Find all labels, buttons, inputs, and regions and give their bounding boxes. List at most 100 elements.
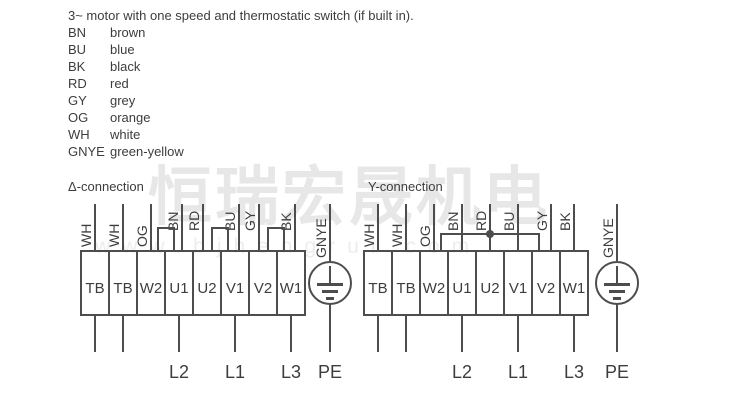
wye-terminal-tb2: TB [391, 250, 421, 316]
legend-row: BK black [68, 59, 140, 74]
legend-row: WH white [68, 127, 140, 142]
legend-name: black [110, 59, 141, 74]
legend-row: GNYE green-yellow [68, 144, 184, 159]
delta-terminal-tb1: TB [80, 250, 110, 316]
delta-wire-wh2 [122, 204, 124, 250]
wye-wire-label: OG [417, 225, 433, 247]
legend-code: BN [68, 25, 87, 40]
delta-bottom-wire-u1 [178, 316, 180, 352]
delta-wire-label: RD [186, 210, 202, 231]
wye-wire-bn [461, 204, 463, 250]
delta-terminal-v1: V1 [220, 250, 250, 316]
delta-pe-wire [329, 304, 331, 352]
legend-code: OG [68, 110, 89, 125]
delta-bridge-u2-v1 [211, 227, 229, 250]
wye-terminal-w1: W1 [559, 250, 589, 316]
delta-earth-wire-label: GNYE [313, 218, 329, 258]
delta-heading: Δ-connection [68, 179, 144, 194]
wye-earth-wire-label: GNYE [600, 218, 616, 258]
wye-junction-dot [486, 230, 494, 238]
delta-pe-label: PE [317, 362, 342, 382]
wye-wire-label: BU [501, 211, 517, 231]
wye-wire-bk [573, 204, 575, 250]
legend-name: orange [110, 110, 151, 125]
delta-bridge-w2-u1 [157, 227, 175, 250]
wye-wire-label: WH [361, 223, 377, 247]
wye-bottom-wire-v1 [517, 316, 519, 352]
wye-wire-wh1 [377, 204, 379, 250]
delta-wire-label: OG [134, 225, 150, 247]
watermark-large: 恒瑞宏晟机电 [148, 161, 550, 233]
legend-name: green-yellow [110, 144, 184, 159]
delta-wire-gy [258, 204, 260, 250]
delta-earth-bar [326, 297, 334, 300]
wye-bottom-wire-w1 [573, 316, 575, 352]
legend-row: BU blue [68, 42, 135, 57]
legend-code: RD [68, 76, 87, 91]
wye-wire-label: WH [389, 223, 405, 247]
delta-wire-og [150, 204, 152, 250]
wye-wire-bu [517, 204, 519, 250]
wye-wire-gy [550, 204, 552, 250]
wye-wire-label: BN [445, 211, 461, 231]
delta-earth-bar [322, 290, 338, 293]
wye-earth-stem [616, 266, 618, 283]
delta-terminal-w1: W1 [276, 250, 306, 316]
page-title: 3~ motor with one speed and thermostatic… [68, 8, 414, 23]
legend-name: brown [110, 25, 146, 40]
delta-earth-wire [329, 204, 331, 261]
legend-code: GNYE [68, 144, 105, 159]
delta-mains-l1: L1 [224, 362, 246, 382]
wye-terminal-v1: V1 [503, 250, 533, 316]
legend-code: WH [68, 127, 90, 142]
watermark-small: www.bjhengrui.com [95, 235, 482, 258]
wye-earth-bar [609, 290, 625, 293]
legend-code: GY [68, 93, 87, 108]
wye-earth-bar [604, 283, 630, 286]
wye-terminal-w2: W2 [419, 250, 449, 316]
legend-name: grey [110, 93, 136, 108]
delta-wire-label: WH [106, 223, 122, 247]
wye-bottom-wire-u1 [461, 316, 463, 352]
delta-wire-label: GY [242, 210, 258, 231]
wye-mains-l1: L1 [507, 362, 529, 382]
delta-wire-wh1 [94, 204, 96, 250]
wye-terminal-v2: V2 [531, 250, 561, 316]
legend-row: OG orange [68, 110, 150, 125]
wye-earth-wire [616, 204, 618, 261]
legend-code: BU [68, 42, 87, 57]
delta-wire-label: WH [78, 223, 94, 247]
wye-mains-l2: L2 [451, 362, 473, 382]
delta-wire-rd [202, 204, 204, 250]
wye-wire-label: RD [473, 210, 489, 231]
wye-earth-bar [613, 297, 621, 300]
delta-wire-bk [294, 204, 296, 250]
delta-earth-stem [329, 266, 331, 283]
delta-mains-l3: L3 [280, 362, 302, 382]
legend-name: blue [110, 42, 135, 57]
delta-bottom-wire-tb1 [94, 316, 96, 352]
legend-row: BN brown [68, 25, 145, 40]
wye-pe-wire [616, 304, 618, 352]
delta-terminal-w2: W2 [136, 250, 166, 316]
wye-wire-og [433, 204, 435, 250]
delta-bottom-wire-tb2 [122, 316, 124, 352]
delta-wire-bn [181, 204, 183, 250]
delta-earth-bar [317, 283, 343, 286]
legend-code: BK [68, 59, 86, 74]
delta-mains-l2: L2 [168, 362, 190, 382]
delta-terminal-u2: U2 [192, 250, 222, 316]
wye-bottom-wire-tb1 [377, 316, 379, 352]
wye-bottom-wire-tb2 [405, 316, 407, 352]
delta-terminal-u1: U1 [164, 250, 194, 316]
legend-name: white [110, 127, 141, 142]
delta-bottom-wire-v1 [234, 316, 236, 352]
wye-wire-wh2 [405, 204, 407, 250]
legend-name: red [110, 76, 129, 91]
legend-row: RD red [68, 76, 129, 91]
wye-wire-rd [489, 204, 491, 250]
wye-mains-l3: L3 [563, 362, 585, 382]
wye-terminal-u2: U2 [475, 250, 505, 316]
wye-wire-label: GY [534, 210, 550, 231]
